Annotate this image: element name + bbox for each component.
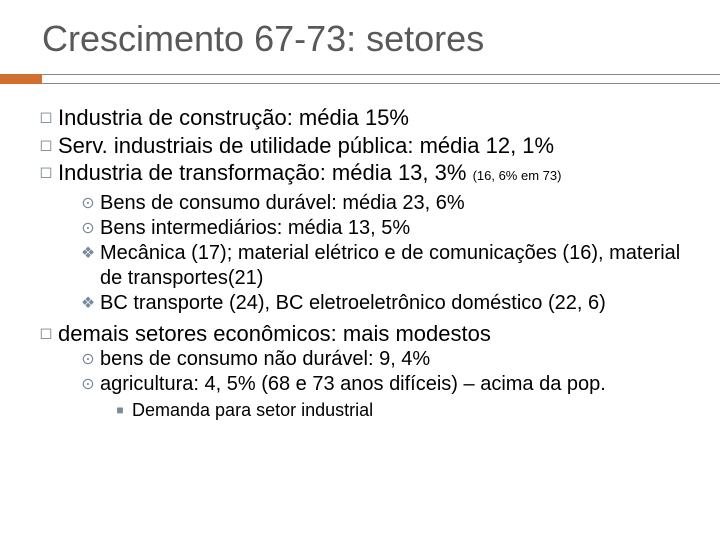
list-item: ❖ Mecânica (17); material elétrico e de … [28, 241, 692, 291]
bullet-square-icon: ◻ [34, 159, 58, 183]
bullet-square-icon: ◻ [34, 104, 58, 128]
bullet-target-icon: ⊙ [76, 372, 100, 395]
list-block-2: ⊙ Bens de consumo durável: média 23, 6% … [28, 191, 692, 316]
slide: Crescimento 67-73: setores ◻ Industria d… [0, 0, 720, 540]
list-text-main: Industria de transformação: média 13, 3% [58, 160, 473, 185]
list-text: Bens intermediários: média 13, 5% [100, 216, 692, 241]
list-text: Mecânica (17); material elétrico e de co… [100, 241, 692, 291]
list-text: Industria de transformação: média 13, 3%… [58, 159, 692, 187]
bullet-filled-square-icon: ■ [108, 399, 132, 418]
list-item: ◻ Serv. industriais de utilidade pública… [28, 132, 692, 160]
list-text: agricultura: 4, 5% (68 e 73 anos difícei… [100, 372, 692, 397]
list-item: ◻ demais setores econômicos: mais modest… [28, 320, 692, 348]
horizontal-rule [42, 74, 720, 84]
list-text-suffix: (16, 6% em 73) [473, 168, 562, 183]
bullet-target-icon: ⊙ [76, 191, 100, 214]
slide-title: Crescimento 67-73: setores [0, 18, 720, 60]
content-area: ◻ Industria de construção: média 15% ◻ S… [0, 104, 720, 422]
list-text: Demanda para setor industrial [132, 399, 692, 422]
bullet-target-icon: ⊙ [76, 347, 100, 370]
bullet-target-icon: ⊙ [76, 216, 100, 239]
accent-bar [0, 74, 42, 84]
list-item: ⊙ Bens de consumo durável: média 23, 6% [28, 191, 692, 216]
bullet-diamond-icon: ❖ [76, 241, 100, 264]
list-block-3: ◻ demais setores econômicos: mais modest… [28, 320, 692, 422]
list-item: ⊙ Bens intermediários: média 13, 5% [28, 216, 692, 241]
list-item: ⊙ agricultura: 4, 5% (68 e 73 anos difíc… [28, 372, 692, 397]
list-text: BC transporte (24), BC eletroeletrônico … [100, 291, 692, 316]
list-text: demais setores econômicos: mais modestos [58, 320, 692, 348]
list-item: ⊙ bens de consumo não durável: 9, 4% [28, 347, 692, 372]
list-item: ◻ Industria de construção: média 15% [28, 104, 692, 132]
list-text: Industria de construção: média 15% [58, 104, 692, 132]
list-text: bens de consumo não durável: 9, 4% [100, 347, 692, 372]
bullet-diamond-icon: ❖ [76, 291, 100, 314]
bullet-square-icon: ◻ [34, 132, 58, 156]
list-item: ❖ BC transporte (24), BC eletroeletrônic… [28, 291, 692, 316]
list-text: Bens de consumo durável: média 23, 6% [100, 191, 692, 216]
list-item: ◻ Industria de transformação: média 13, … [28, 159, 692, 187]
list-text: Serv. industriais de utilidade pública: … [58, 132, 692, 160]
bullet-square-icon: ◻ [34, 320, 58, 344]
list-item: ■ Demanda para setor industrial [28, 399, 692, 422]
title-divider [0, 74, 720, 84]
list-block-1: ◻ Industria de construção: média 15% ◻ S… [28, 104, 692, 187]
